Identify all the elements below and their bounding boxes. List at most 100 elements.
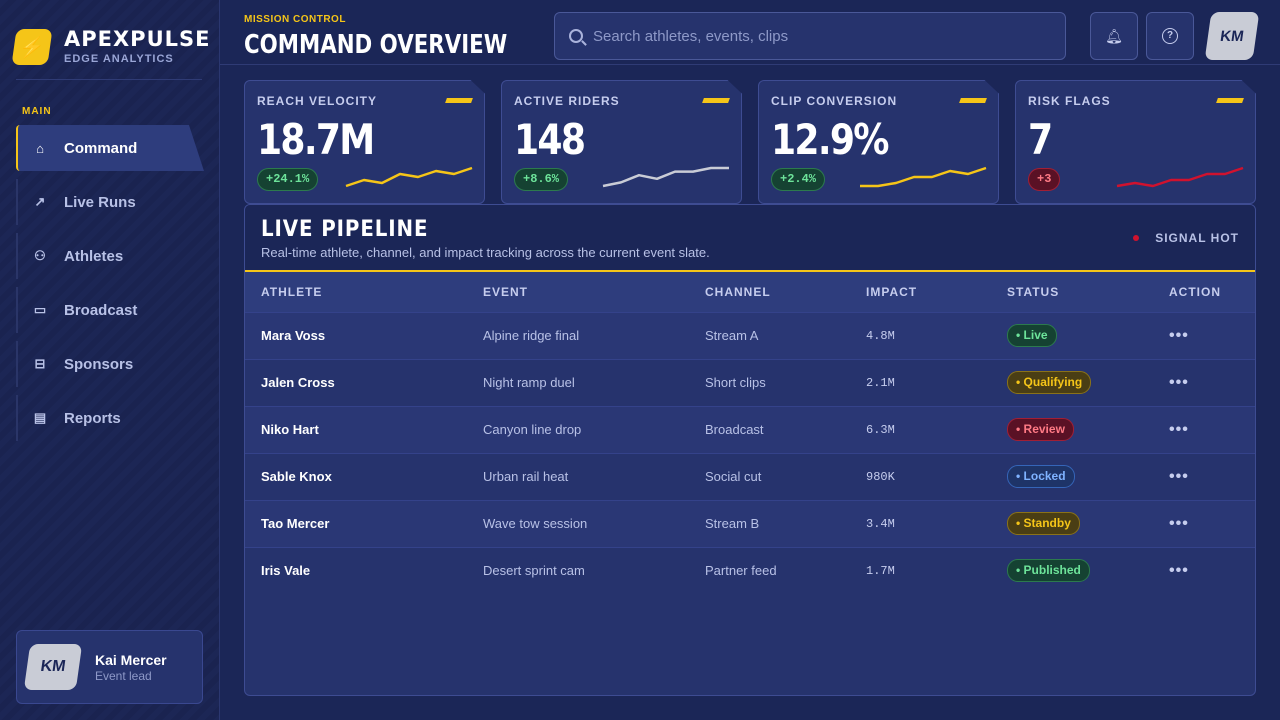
user-card[interactable]: KM Kai Mercer Event lead bbox=[16, 630, 203, 704]
status-badge: • Review bbox=[1007, 418, 1074, 441]
athlete-cell: Tao Mercer bbox=[245, 499, 467, 547]
status-cell: • Published bbox=[991, 546, 1153, 594]
card-icon: ⊟ bbox=[34, 356, 46, 371]
home-icon: ⌂ bbox=[36, 140, 44, 156]
athlete-cell: Mara Voss bbox=[245, 311, 467, 359]
brand-subtitle: EDGE ANALYTICS bbox=[64, 53, 174, 65]
event-cell: Desert sprint cam bbox=[467, 546, 689, 594]
status-badge: • Locked bbox=[1007, 465, 1075, 488]
event-cell: Canyon line drop bbox=[467, 405, 689, 453]
pipeline-table: ATHLETE EVENT CHANNEL IMPACT STATUS ACTI… bbox=[245, 272, 1255, 594]
help-icon: ? bbox=[1162, 28, 1178, 44]
sidebar-item-label: Live Runs bbox=[64, 193, 136, 211]
brand[interactable]: ⚡ APEXPULSE EDGE ANALYTICS bbox=[11, 27, 211, 65]
kpi-sparkline bbox=[345, 166, 473, 188]
header-avatar[interactable]: KM bbox=[1204, 12, 1260, 60]
table-row[interactable]: Niko Hart Canyon line drop Broadcast 6.3… bbox=[245, 405, 1255, 453]
kpi-label: ACTIVE RIDERS bbox=[514, 94, 620, 108]
bolt-icon: ⚡ bbox=[11, 28, 53, 65]
monitor-icon: ▭ bbox=[33, 302, 47, 317]
sidebar-item-label: Reports bbox=[64, 409, 121, 427]
search-bar[interactable] bbox=[554, 12, 1066, 60]
sidebar-item-command[interactable]: ⌂ Command bbox=[16, 125, 204, 171]
table-row[interactable]: Tao Mercer Wave tow session Stream B 3.4… bbox=[245, 499, 1255, 547]
bell-icon: 🔔︎ bbox=[1105, 27, 1123, 44]
more-options-icon[interactable]: ••• bbox=[1169, 326, 1189, 344]
impact-cell: 4.8M bbox=[850, 311, 991, 359]
action-cell: ••• bbox=[1153, 452, 1255, 500]
more-options-icon[interactable]: ••• bbox=[1169, 420, 1189, 438]
kpi-card-risk-flags: RISK FLAGS 7 +3 bbox=[1015, 80, 1256, 204]
kpi-value: 7 bbox=[1028, 115, 1053, 164]
more-options-icon[interactable]: ••• bbox=[1169, 373, 1189, 391]
impact-cell: 6.3M bbox=[850, 405, 991, 453]
divider bbox=[220, 64, 1280, 65]
athlete-cell: Sable Knox bbox=[245, 452, 467, 500]
column-header-impact[interactable]: IMPACT bbox=[850, 272, 991, 312]
table-row[interactable]: Iris Vale Desert sprint cam Partner feed… bbox=[245, 546, 1255, 594]
signal-indicator: SIGNAL HOT bbox=[1133, 231, 1239, 245]
status-label: Standby bbox=[1023, 516, 1071, 530]
sidebar-item-label: Command bbox=[64, 139, 138, 157]
brand-name: APEXPULSE bbox=[64, 27, 211, 51]
impact-cell: 3.4M bbox=[850, 499, 991, 547]
kpi-sparkline bbox=[602, 166, 729, 188]
status-label: Review bbox=[1023, 422, 1065, 436]
status-badge: • Standby bbox=[1007, 512, 1080, 535]
user-name: Kai Mercer bbox=[95, 651, 167, 668]
sidebar: ⚡ APEXPULSE EDGE ANALYTICS MAIN ⌂ Comman… bbox=[0, 0, 220, 720]
kpi-sparkline bbox=[1116, 166, 1244, 188]
kpi-delta-badge: +2.4% bbox=[771, 168, 826, 191]
table-row[interactable]: Sable Knox Urban rail heat Social cut 98… bbox=[245, 452, 1255, 500]
column-header-athlete[interactable]: ATHLETE bbox=[245, 272, 467, 312]
channel-cell: Partner feed bbox=[689, 546, 850, 594]
column-header-event[interactable]: EVENT bbox=[467, 272, 689, 312]
sidebar-item-athletes[interactable]: ⚇ Athletes bbox=[16, 233, 204, 279]
column-header-status[interactable]: STATUS bbox=[991, 272, 1153, 312]
help-button[interactable]: ? bbox=[1146, 12, 1194, 60]
impact-cell: 2.1M bbox=[850, 358, 991, 406]
sidebar-item-label: Sponsors bbox=[64, 355, 134, 373]
more-options-icon[interactable]: ••• bbox=[1169, 514, 1189, 532]
table-header-row: ATHLETE EVENT CHANNEL IMPACT STATUS ACTI… bbox=[245, 272, 1255, 312]
table-row[interactable]: Mara Voss Alpine ridge final Stream A 4.… bbox=[245, 311, 1255, 359]
kpi-accent bbox=[959, 98, 987, 103]
kpi-delta-badge: +3 bbox=[1028, 168, 1061, 191]
sparkline-series bbox=[345, 166, 473, 188]
kpi-delta-badge: +8.6% bbox=[514, 168, 569, 191]
sidebar-item-live-runs[interactable]: ↗ Live Runs bbox=[16, 179, 204, 225]
table-row[interactable]: Jalen Cross Night ramp duel Short clips … bbox=[245, 358, 1255, 406]
status-cell: • Qualifying bbox=[991, 358, 1153, 406]
search-input[interactable] bbox=[593, 27, 1033, 45]
signal-label: SIGNAL HOT bbox=[1155, 231, 1239, 245]
action-cell: ••• bbox=[1153, 546, 1255, 594]
event-cell: Night ramp duel bbox=[467, 358, 689, 406]
panel-title: LIVE PIPELINE bbox=[261, 217, 429, 242]
status-label: Locked bbox=[1023, 469, 1066, 483]
action-cell: ••• bbox=[1153, 358, 1255, 406]
more-options-icon[interactable]: ••• bbox=[1169, 561, 1189, 579]
channel-cell: Stream A bbox=[689, 311, 850, 359]
arrow-up-right-icon: ↗ bbox=[34, 194, 46, 209]
status-cell: • Standby bbox=[991, 499, 1153, 547]
kpi-label: REACH VELOCITY bbox=[257, 94, 378, 108]
status-badge: • Published bbox=[1007, 559, 1090, 583]
sparkline-series bbox=[602, 166, 729, 188]
sidebar-item-reports[interactable]: ▤ Reports bbox=[16, 395, 204, 441]
sidebar-item-sponsors[interactable]: ⊟ Sponsors bbox=[16, 341, 204, 387]
more-options-icon[interactable]: ••• bbox=[1169, 467, 1189, 485]
column-header-channel[interactable]: CHANNEL bbox=[689, 272, 850, 312]
notifications-button[interactable]: 🔔︎ bbox=[1090, 12, 1138, 60]
panel-subtitle: Real-time athlete, channel, and impact t… bbox=[261, 245, 710, 260]
kpi-value: 148 bbox=[514, 115, 586, 164]
channel-cell: Broadcast bbox=[689, 405, 850, 453]
signal-dot-icon bbox=[1133, 235, 1140, 241]
channel-cell: Short clips bbox=[689, 358, 850, 406]
impact-cell: 1.7M bbox=[850, 546, 991, 594]
kpi-card-active-riders: ACTIVE RIDERS 148 +8.6% bbox=[501, 80, 742, 204]
sidebar-item-broadcast[interactable]: ▭ Broadcast bbox=[16, 287, 204, 333]
column-header-action: ACTION bbox=[1153, 272, 1255, 312]
event-cell: Alpine ridge final bbox=[467, 311, 689, 359]
sparkline-series bbox=[1116, 166, 1244, 188]
search-icon bbox=[569, 29, 583, 43]
